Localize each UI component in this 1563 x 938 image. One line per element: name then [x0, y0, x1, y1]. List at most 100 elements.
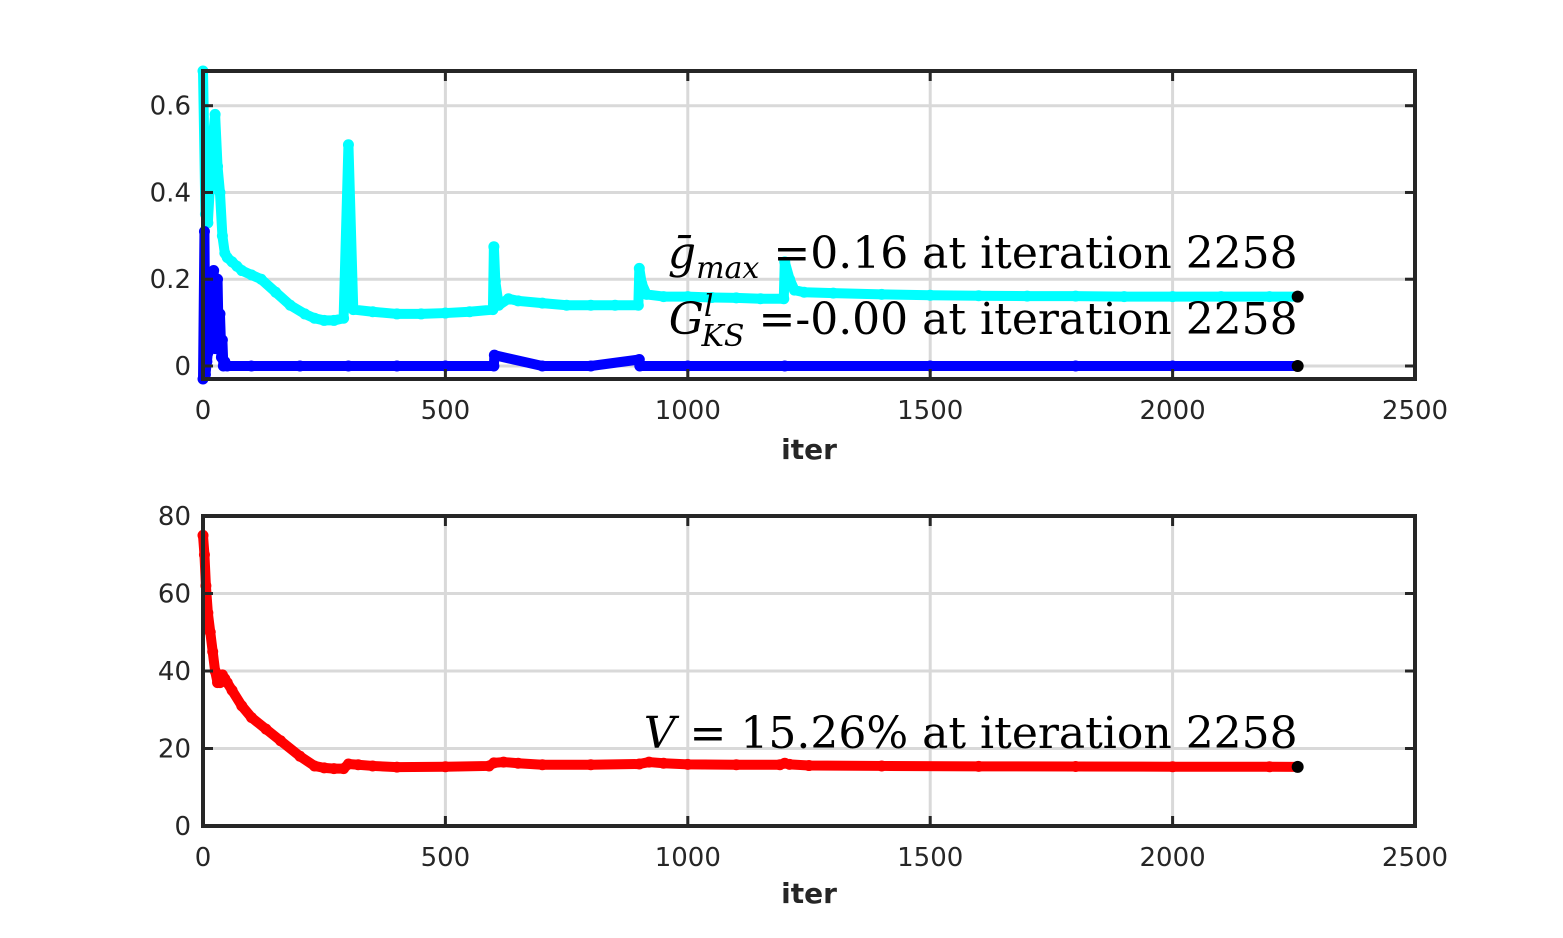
series-0-point — [318, 314, 330, 326]
annotation-subscript: max — [696, 251, 759, 286]
annotation-symbol: V — [644, 708, 680, 759]
series-1-point — [206, 291, 218, 303]
series-0-point — [338, 312, 350, 324]
y-tick-label: 80 — [158, 502, 191, 532]
series-0-point — [827, 287, 839, 299]
series-1-point — [488, 360, 500, 372]
grid-bottom — [203, 516, 1415, 826]
y-tick-label: 0 — [174, 352, 191, 382]
series-0-point — [260, 723, 272, 735]
series-0-point — [1118, 291, 1130, 303]
series-0-point — [755, 293, 767, 305]
series-0-point — [779, 256, 791, 268]
y-tick-label: 0.4 — [150, 178, 191, 208]
series-0-point — [226, 684, 238, 696]
series-1-point — [221, 360, 233, 372]
x-tick-label: 500 — [421, 843, 471, 873]
series-0-point — [512, 295, 524, 307]
series-0-point — [493, 299, 505, 311]
annotation-text: =-0.00 at iteration 2258 — [744, 294, 1297, 345]
series-0-point — [236, 265, 248, 277]
series-1-point — [488, 349, 500, 361]
series-0-point — [682, 291, 694, 303]
final-point — [1291, 290, 1304, 303]
x-tick-label: 2000 — [1140, 396, 1206, 426]
series-1-point — [213, 325, 225, 337]
series-0-point — [328, 314, 340, 326]
series-0-point — [318, 762, 330, 774]
series-1-point — [207, 334, 219, 346]
series-0-point — [309, 312, 321, 324]
series-0-point — [245, 712, 257, 723]
x-tick-label: 1000 — [655, 843, 721, 873]
series-1-point — [245, 360, 257, 372]
series-0-point — [778, 293, 790, 305]
series-1-point — [536, 360, 548, 372]
series-0-point — [784, 758, 796, 770]
annotation-symbol: ḡ — [668, 228, 696, 279]
annotations-bottom: V = 15.26% at iteration 2258 — [644, 708, 1298, 759]
series-0-point — [255, 273, 267, 285]
series-0-point — [270, 286, 282, 298]
annotation-symbol: G — [669, 294, 704, 345]
series-0-point — [214, 186, 226, 198]
series-0-point — [1070, 761, 1082, 773]
y-tick-label: 0.6 — [150, 92, 191, 122]
series-0-point — [1070, 290, 1082, 302]
x-tick-label: 2500 — [1382, 843, 1448, 873]
series-0-point — [367, 306, 379, 318]
series-0-point — [706, 291, 718, 303]
series-0-point — [489, 275, 501, 287]
series-1-point — [209, 343, 221, 355]
series-0-point — [202, 607, 214, 619]
series-0-point — [294, 750, 306, 762]
series-1-point — [214, 308, 226, 320]
series-0-point — [236, 700, 248, 712]
series-1-point — [779, 360, 791, 372]
series-0-point — [730, 759, 742, 771]
series-0-point — [275, 735, 287, 747]
series-0-point — [439, 761, 451, 773]
series-0-point — [632, 299, 644, 311]
series-0-point — [784, 273, 796, 285]
series-0-point — [1167, 291, 1179, 303]
series-0-point — [876, 760, 888, 772]
series-0-point — [1264, 291, 1276, 303]
series-0-point — [391, 761, 403, 773]
series-1-point — [294, 360, 306, 372]
series-0-point — [641, 288, 653, 300]
y-tick-label: 0 — [174, 812, 191, 842]
series-0-point — [924, 289, 936, 301]
series-0-point — [973, 760, 985, 772]
final-point — [1291, 760, 1304, 773]
x-axis-label-top: iter — [781, 433, 837, 466]
series-0-point — [207, 646, 219, 658]
ticks-bottom: 0 500 1000 1500 2000 2500 0 20 40 60 80 — [158, 502, 1448, 873]
axes-top: 0 500 1000 1500 2000 2500 0 0.2 0.4 0.6 iter ḡmax… — [150, 65, 1448, 466]
series-1-point — [391, 360, 403, 372]
annotation-1: Gl KS =-0.00 at iteration 2258 — [669, 289, 1298, 354]
series-1-point — [342, 360, 354, 372]
x-tick-label: 2500 — [1382, 396, 1448, 426]
final-point — [1291, 359, 1304, 372]
annotation-subscript: KS — [701, 319, 745, 354]
x-tick-label: 500 — [421, 396, 471, 426]
series-0-point — [1215, 291, 1227, 303]
series-0-point — [415, 308, 427, 320]
series-0-point — [643, 756, 655, 768]
series-0-point — [633, 758, 645, 770]
series-1-point — [212, 273, 224, 285]
series-0-point — [216, 230, 228, 242]
series-0-point — [1021, 290, 1033, 302]
series-0-point — [328, 763, 340, 775]
series-0-point — [730, 292, 742, 304]
annotation-text: = 15.26% at iteration 2258 — [676, 708, 1298, 759]
series-0-point — [658, 291, 670, 303]
series-0-point — [1167, 761, 1179, 773]
x-tick-label: 1500 — [897, 843, 963, 873]
annotation-0: V = 15.26% at iteration 2258 — [644, 708, 1298, 759]
series-0-point — [682, 758, 694, 770]
series-0-point — [973, 290, 985, 302]
